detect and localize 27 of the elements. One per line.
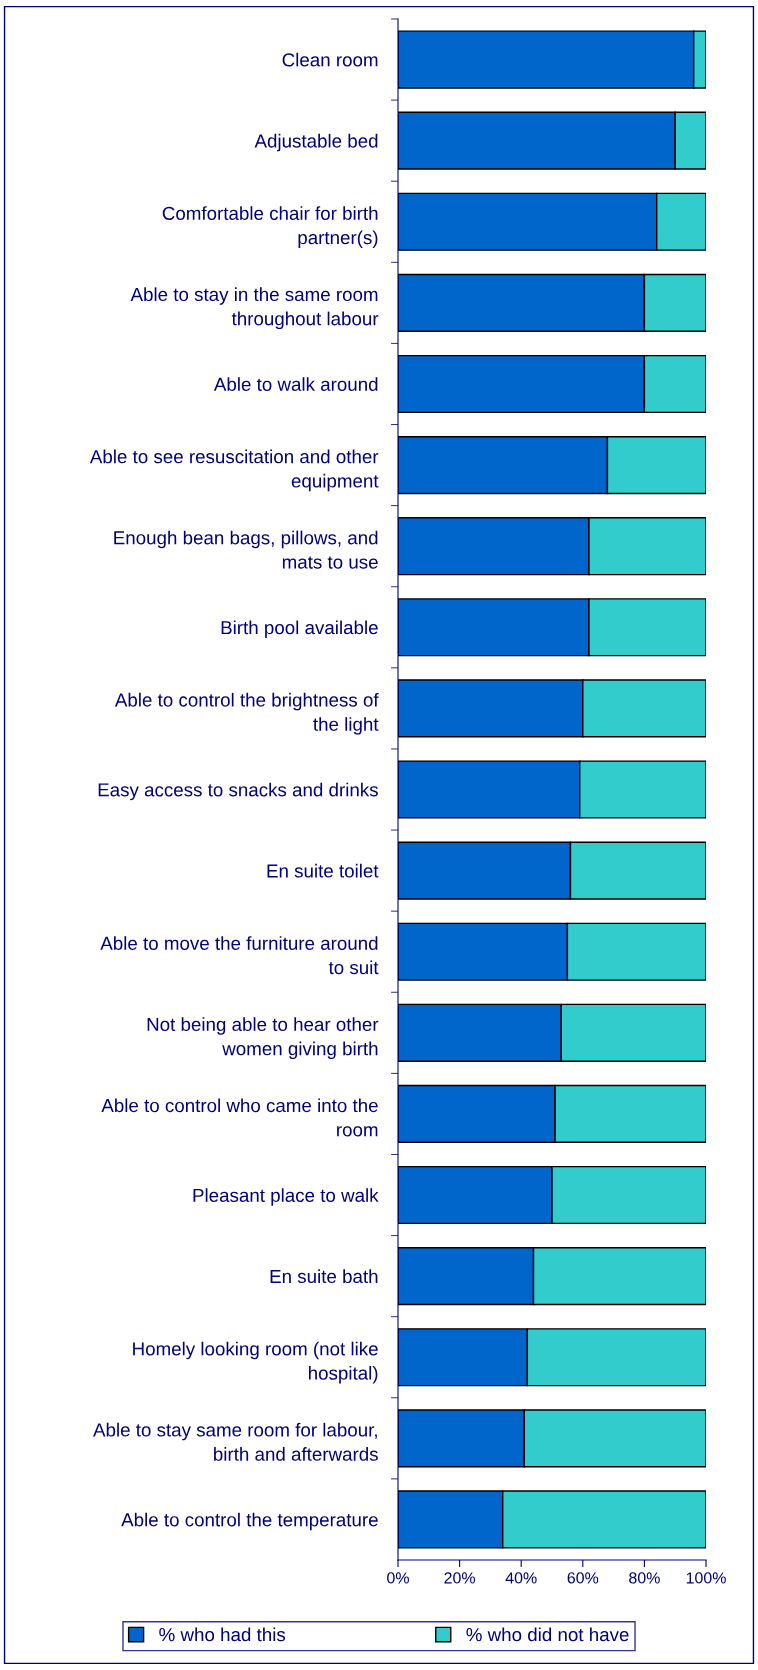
y-tick-label: Enough bean bags, pillows, and mats to use	[114, 530, 378, 569]
y-tick-label: En suite bath	[270, 1269, 378, 1284]
y-tick-label: Able to walk around	[213, 377, 378, 391]
y-tick-label: Adjustable bed	[254, 133, 378, 152]
y-tick-label: Easy access to snacks and drinks	[98, 782, 378, 801]
y-tick-label: Able to stay in the same room throughout labour	[130, 287, 379, 330]
y-tick-label: Able to move the furniture around to suit	[100, 936, 379, 975]
x-tick-label: 0%	[387, 1572, 409, 1584]
x-tick-label: 40%	[505, 1572, 537, 1584]
y-tick-label: Able to see resuscitation and other equipment	[89, 449, 379, 492]
legend-label: % who did not have	[466, 1627, 629, 1642]
y-tick-label: Pleasant place to walk	[193, 1188, 379, 1206]
y-tick-label: Able to control who came into the room	[101, 1098, 378, 1137]
y-tick-label: En suite toilet	[267, 863, 379, 878]
y-tick-label: Homely looking room (not like hospital)	[133, 1341, 378, 1384]
x-tick-label: 60%	[567, 1572, 599, 1584]
y-tick-label: Not being able to hear other women giving birth	[147, 1017, 379, 1060]
y-tick-label: Comfortable chair for birth partner(s)	[162, 206, 378, 248]
x-tick-label: 20%	[444, 1572, 476, 1584]
legend-label: % who had this	[159, 1627, 286, 1642]
x-tick-label: 80%	[629, 1572, 660, 1584]
y-tick-label: Clean room	[282, 52, 378, 67]
y-tick-label: Able to control the temperature	[121, 1512, 378, 1531]
y-tick-label: Birth pool available	[221, 620, 378, 638]
y-tick-label: Able to stay same room for labour, birth and afterwards	[93, 1422, 378, 1461]
y-tick-label: Able to control the brightness of the light	[114, 692, 379, 735]
x-tick-label: 100%	[686, 1572, 726, 1584]
